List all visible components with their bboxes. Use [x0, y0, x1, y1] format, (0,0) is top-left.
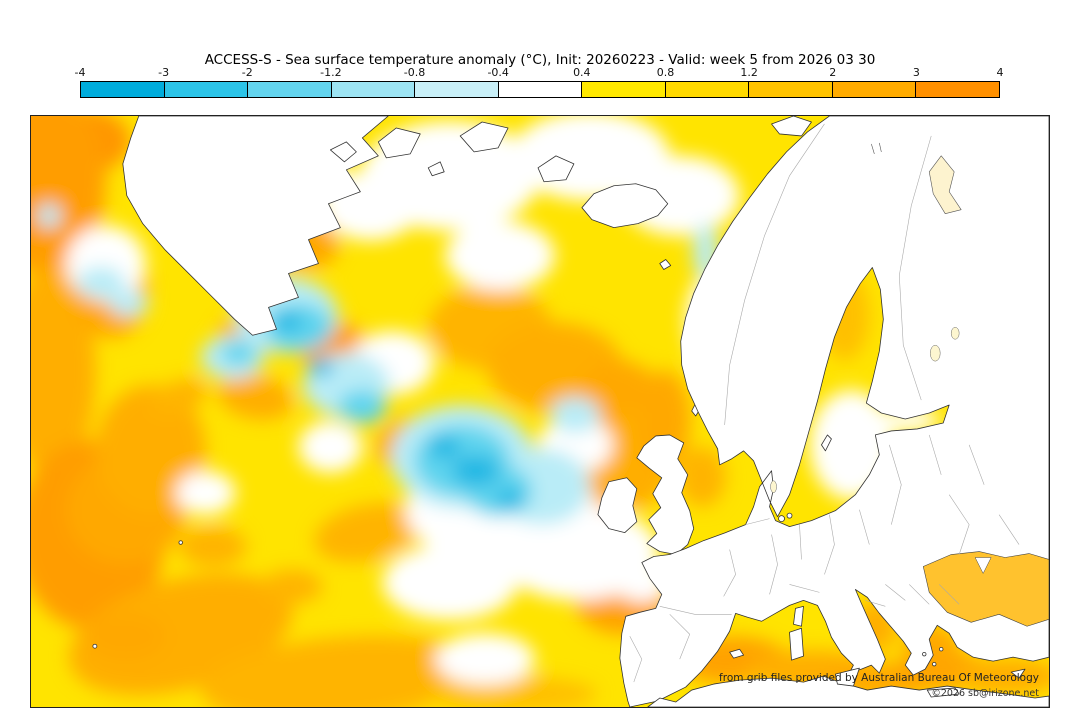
colorbar-segment	[81, 82, 165, 97]
balearic-islands	[729, 648, 744, 659]
colorbar-tick-label: 2	[829, 66, 837, 79]
lake-ladoga	[929, 344, 941, 362]
crimea	[974, 557, 992, 574]
colorbar-segment	[248, 82, 332, 97]
danish-island	[778, 515, 785, 523]
colorbar-segment	[749, 82, 833, 97]
arctic-island	[459, 121, 509, 153]
chart-title: ACCESS-S - Sea surface temperature anoma…	[204, 52, 876, 68]
colorbar-tick-label: -0.4	[487, 66, 509, 79]
colorbar-tick-label: -4	[74, 66, 86, 79]
colorbar-tick-label: 0.4	[573, 66, 591, 79]
lake-onega	[950, 327, 960, 340]
inland-seas-layer	[770, 155, 1049, 627]
colorbar-tick-label: -3	[158, 66, 170, 79]
great-britain	[636, 434, 695, 555]
corsica	[793, 605, 804, 627]
iceland	[581, 183, 669, 229]
atlantic-islet	[92, 643, 98, 649]
danish-island	[786, 512, 793, 519]
ireland	[597, 477, 638, 533]
arctic-island	[427, 161, 445, 177]
cyprus	[1010, 668, 1026, 679]
credit-copyright: ©2026 sb@irizone.net	[931, 687, 1039, 699]
lake-vanern	[770, 480, 777, 493]
gotland	[821, 434, 832, 452]
white-sea	[928, 155, 962, 214]
colorbar-tick-label: 3	[912, 66, 920, 79]
map-frame: from grib files provided by Australian B…	[30, 115, 1050, 708]
map-credits: from grib files provided by Australian B…	[719, 671, 1039, 701]
colorbar-segment	[415, 82, 499, 97]
aegean-island	[932, 661, 937, 667]
arctic-island	[377, 127, 421, 159]
arctic-island	[537, 155, 575, 183]
crete	[926, 687, 960, 698]
colorbar-segment	[582, 82, 666, 97]
colorbar-tick-label: 4	[996, 66, 1004, 79]
sardinia	[789, 627, 804, 661]
colorbar-segment	[498, 82, 583, 97]
colorbar-tick-label: -0.8	[403, 66, 426, 79]
credit-provider: from grib files provided by Australian B…	[719, 672, 1039, 684]
sicily	[835, 667, 860, 687]
colorbar-tick-label: 1.2	[740, 66, 758, 79]
colorbar-tick-label: 0.8	[656, 66, 675, 79]
greenland	[122, 116, 389, 336]
colorbar-bar	[80, 81, 1000, 98]
anomaly-map	[31, 116, 1049, 707]
colorbar-segment	[331, 82, 416, 97]
svalbard	[771, 116, 812, 137]
aegean-island	[939, 647, 944, 652]
colorbar-segment	[832, 82, 917, 97]
colorbar-segment	[665, 82, 750, 97]
colorbar-tick-label: -1.2	[320, 66, 342, 79]
colorbar-segment	[164, 82, 249, 97]
country-borders-layer	[629, 123, 1020, 683]
faroe-islands	[659, 259, 672, 270]
atlantic-islet	[178, 540, 183, 545]
colorbar-tick-label: -2	[241, 66, 253, 79]
colorbar: -4 -3 -2 -1.2 -0.8 -0.4 0.4 0.8 1.2 2 3 4	[75, 66, 1004, 98]
colorbar-segment	[916, 82, 1000, 97]
aegean-island	[922, 651, 927, 657]
black-sea	[922, 551, 1049, 627]
colorbar-ticks: -4 -3 -2 -1.2 -0.8 -0.4 0.4 0.8 1.2 2 3 4	[75, 66, 1004, 81]
arctic-island	[330, 141, 357, 163]
